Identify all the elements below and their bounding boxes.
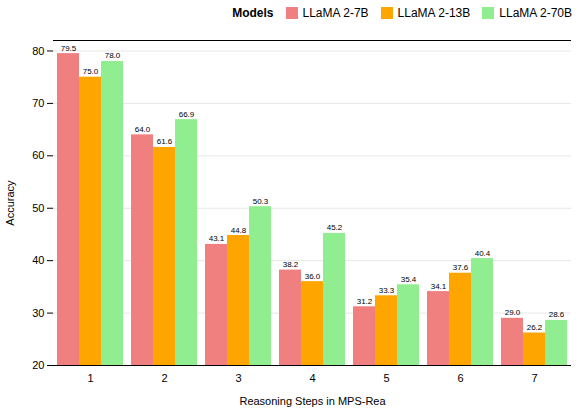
svg-text:31.2: 31.2 (357, 297, 373, 306)
svg-text:66.9: 66.9 (179, 110, 195, 119)
svg-text:28.6: 28.6 (549, 310, 565, 319)
svg-text:64.0: 64.0 (135, 125, 151, 134)
html-text:LLaMA 2-13B: LLaMA 2-13B (397, 6, 471, 20)
svg-text:3: 3 (235, 372, 241, 384)
svg-text:4: 4 (309, 372, 315, 384)
svg-text:60: 60 (32, 149, 44, 161)
svg-text:70: 70 (32, 97, 44, 109)
svg-text:33.3: 33.3 (379, 286, 395, 295)
svg-text:40: 40 (32, 254, 44, 266)
svg-text:43.1: 43.1 (209, 234, 225, 243)
html-text:Models: Models (232, 6, 274, 20)
svg-text:61.6: 61.6 (157, 137, 173, 146)
svg-text:37.6: 37.6 (453, 263, 469, 272)
svg-text:75.0: 75.0 (83, 67, 99, 76)
svg-text:Reasoning Steps in MPS-Rea: Reasoning Steps in MPS-Rea (239, 395, 386, 407)
svg-text:26.2: 26.2 (527, 323, 543, 332)
svg-text:45.2: 45.2 (327, 223, 343, 232)
svg-text:2: 2 (161, 372, 167, 384)
svg-text:80: 80 (32, 45, 44, 57)
svg-text:7: 7 (531, 372, 537, 384)
svg-text:35.4: 35.4 (401, 275, 417, 284)
html-text:LLaMA 2-7B: LLaMA 2-7B (302, 6, 369, 20)
svg-text:78.0: 78.0 (105, 51, 121, 60)
svg-text:34.1: 34.1 (431, 282, 447, 291)
svg-text:38.2: 38.2 (283, 260, 299, 269)
html-text:LLaMA 2-70B: LLaMA 2-70B (499, 6, 572, 20)
svg-text:50.3: 50.3 (253, 197, 269, 206)
svg-text:6: 6 (457, 372, 463, 384)
svg-text:20: 20 (32, 359, 44, 371)
svg-text:36.0: 36.0 (305, 272, 321, 281)
svg-text:30: 30 (32, 307, 44, 319)
svg-text:50: 50 (32, 202, 44, 214)
svg-text:79.5: 79.5 (61, 44, 77, 53)
svg-text:29.0: 29.0 (505, 308, 521, 317)
svg-text:1: 1 (87, 372, 93, 384)
svg-text:Accuracy: Accuracy (4, 180, 16, 226)
svg-text:40.4: 40.4 (475, 249, 491, 258)
svg-text:44.8: 44.8 (231, 226, 247, 235)
svg-text:5: 5 (383, 372, 389, 384)
